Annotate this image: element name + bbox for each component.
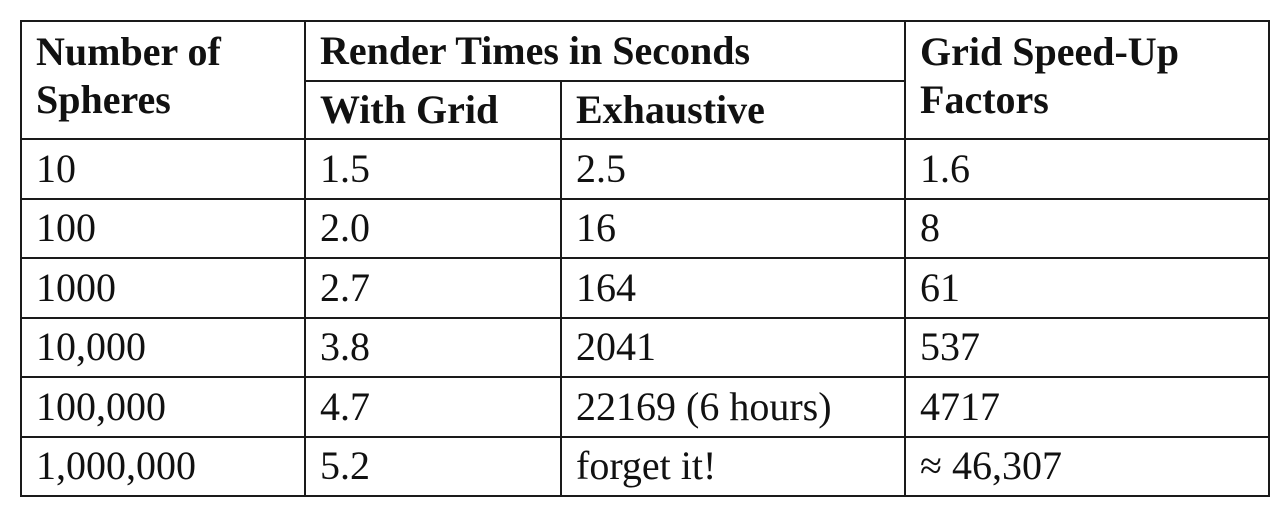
cell-speedup: 4717	[904, 376, 1271, 438]
cell-with-grid: 2.0	[304, 197, 562, 259]
header-number-of-spheres-line1: Number of	[36, 29, 221, 74]
cell-exhaustive: 16	[559, 197, 907, 259]
cell-exhaustive: 2.5	[559, 138, 907, 200]
cell-with-grid: 2.7	[304, 257, 562, 319]
cell-speedup: 537	[904, 316, 1271, 378]
table-row: 100,000 4.7 22169 (6 hours) 4717	[20, 376, 1271, 438]
header-render-times: Render Times in Seconds	[303, 20, 907, 82]
header-grid-speedup-line2: Factors	[920, 77, 1049, 122]
cell-spheres: 100	[20, 197, 306, 259]
cell-with-grid: 3.8	[304, 316, 562, 378]
cell-spheres: 1000	[20, 257, 306, 319]
table-row: 100 2.0 16 8	[20, 197, 1271, 259]
table-row: 10,000 3.8 2041 537	[20, 316, 1271, 378]
table-row: 10 1.5 2.5 1.6	[20, 138, 1271, 200]
cell-exhaustive: 164	[559, 257, 907, 319]
cell-speedup: 1.6	[904, 138, 1271, 200]
table-row: 1,000,000 5.2 forget it! ≈ 46,307	[20, 435, 1271, 497]
table-row: 1000 2.7 164 61	[20, 257, 1271, 319]
header-row-2: With Grid Exhaustive	[21, 80, 1269, 140]
cell-speedup: 8	[904, 197, 1271, 259]
cell-spheres: 1,000,000	[20, 435, 306, 497]
cell-exhaustive: forget it!	[559, 435, 907, 497]
cell-speedup: ≈ 46,307	[904, 435, 1271, 497]
cell-exhaustive: 2041	[559, 316, 907, 378]
cell-with-grid: 4.7	[304, 376, 562, 438]
cell-with-grid: 5.2	[304, 435, 562, 497]
cell-spheres: 10,000	[20, 316, 306, 378]
render-times-table: Number of Spheres Render Times in Second…	[20, 20, 1271, 497]
header-grid-speedup: Grid Speed-Up Factors	[904, 20, 1271, 140]
cell-exhaustive: 22169 (6 hours)	[559, 376, 907, 438]
cell-speedup: 61	[904, 257, 1271, 319]
cell-spheres: 10	[20, 138, 306, 200]
header-exhaustive: Exhaustive	[559, 80, 907, 140]
cell-with-grid: 1.5	[304, 138, 562, 200]
cell-spheres: 100,000	[20, 376, 306, 438]
header-with-grid: With Grid	[304, 80, 562, 140]
header-row-1: Number of Spheres Render Times in Second…	[20, 20, 1271, 140]
header-grid-speedup-line1: Grid Speed-Up	[920, 29, 1179, 74]
header-number-of-spheres-line2: Spheres	[36, 77, 171, 122]
header-number-of-spheres: Number of Spheres	[20, 20, 306, 140]
